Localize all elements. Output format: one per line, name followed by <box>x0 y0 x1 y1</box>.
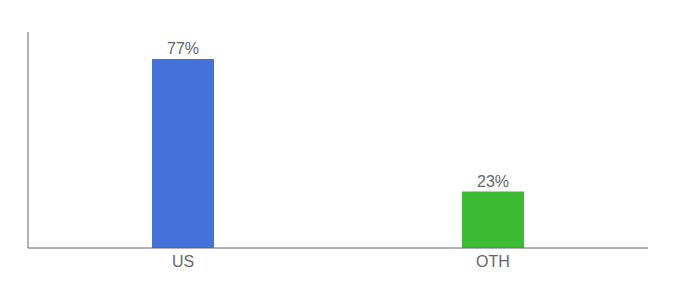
svg-text:US: US <box>172 253 194 270</box>
svg-text:77%: 77% <box>167 40 199 57</box>
svg-text:23%: 23% <box>477 173 509 190</box>
svg-text:OTH: OTH <box>476 253 510 270</box>
